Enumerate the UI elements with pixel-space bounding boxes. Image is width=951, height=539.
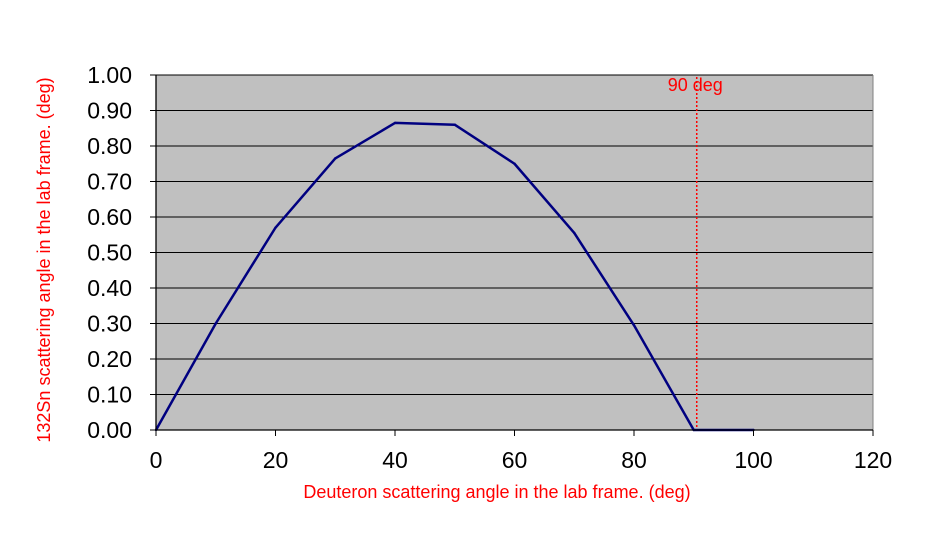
y-tick-label-9: 0.90	[87, 98, 132, 124]
x-tick-label-4: 80	[621, 447, 647, 473]
y-tick-label-4: 0.40	[87, 275, 132, 301]
y-tick-label-7: 0.70	[87, 169, 132, 195]
y-tick-label-8: 0.80	[87, 133, 132, 159]
annotation-layer: 90 deg	[668, 75, 723, 430]
data-point-0-8	[632, 324, 636, 327]
x-tick-label-2: 40	[382, 447, 408, 473]
y-tick-label-2: 0.20	[87, 346, 132, 372]
y-tick-label-0: 0.00	[87, 417, 132, 443]
y-axis-title: 132Sn scattering angle in the lab frame.…	[34, 77, 54, 442]
data-point-0-3	[334, 157, 337, 160]
x-axis-title: Deuteron scattering angle in the lab fra…	[303, 482, 690, 502]
annotation-label-90deg: 90 deg	[668, 75, 723, 95]
data-point-0-1	[214, 322, 217, 325]
data-point-0-7	[573, 231, 576, 235]
y-tick-label-10: 1.00	[87, 62, 132, 88]
y-tick-label-5: 0.50	[87, 240, 132, 266]
x-tick-label-3: 60	[502, 447, 528, 473]
x-tick-label-6: 120	[854, 447, 892, 473]
tick-labels: 0.00 0.10 0.20 0.30 0.40 0.50 0.60 0.70 0.80 0.90…	[87, 62, 892, 473]
data-point-0-6	[513, 162, 516, 165]
axes	[150, 74, 874, 436]
gridlines	[156, 74, 873, 395]
y-tick-label-1: 0.10	[87, 382, 132, 408]
y-tick-label-6: 0.60	[87, 204, 132, 230]
data-point-0-4	[393, 121, 397, 125]
x-tick-label-0: 0	[150, 447, 163, 473]
y-tick-label-3: 0.30	[87, 311, 132, 337]
x-tick-label-1: 20	[263, 447, 289, 473]
data-point-0-5	[453, 123, 456, 126]
x-tick-label-5: 100	[734, 447, 772, 473]
data-point-0-2	[274, 226, 277, 229]
